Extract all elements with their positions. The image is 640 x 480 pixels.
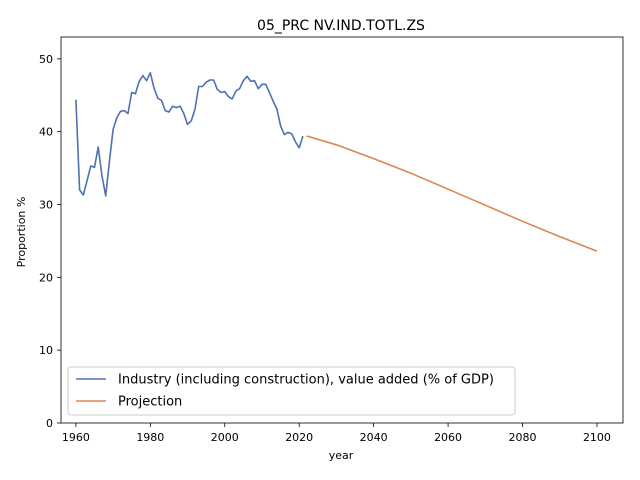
plot-area: 1960 1980 2000 2020 2040 2060 2080 2100 0 10 20 30… <box>39 36 624 444</box>
legend-label: Industry (including construction), value… <box>118 373 494 388</box>
legend: Industry (including construction), value… <box>67 366 516 416</box>
x-tick-label: 2040 <box>360 431 388 444</box>
legend-box <box>67 366 516 416</box>
legend-items: Industry (including construction), value… <box>76 373 494 410</box>
x-tick-label: 1960 <box>62 431 90 444</box>
y-tick-label: 0 <box>46 417 53 430</box>
series-line-0 <box>75 71 304 197</box>
series-line-1 <box>306 135 598 252</box>
x-tick-label: 2100 <box>583 431 611 444</box>
x-tick-label: 2020 <box>285 431 313 444</box>
chart-title: 05_PRC NV.IND.TOTL.ZS <box>257 18 425 34</box>
y-tick-label: 10 <box>39 344 53 357</box>
legend-label: Projection <box>118 395 182 410</box>
y-tick-label: 20 <box>39 271 53 284</box>
y-tick-label: 40 <box>39 126 53 139</box>
x-axis-ticks: 1960 1980 2000 2020 2040 2060 2080 2100 <box>62 423 611 444</box>
x-tick-label: 2060 <box>434 431 462 444</box>
y-axis-ticks: 0 10 20 30 40 50 <box>39 53 61 430</box>
x-tick-label: 2000 <box>211 431 239 444</box>
x-tick-label: 2080 <box>509 431 537 444</box>
x-axis-label: year <box>329 449 354 462</box>
y-tick-label: 50 <box>39 53 53 66</box>
y-axis-label: Proportion % <box>15 197 28 268</box>
y-tick-label: 30 <box>39 199 53 212</box>
series-layer <box>75 71 598 252</box>
axes-frame <box>60 36 624 424</box>
x-tick-label: 1980 <box>136 431 164 444</box>
